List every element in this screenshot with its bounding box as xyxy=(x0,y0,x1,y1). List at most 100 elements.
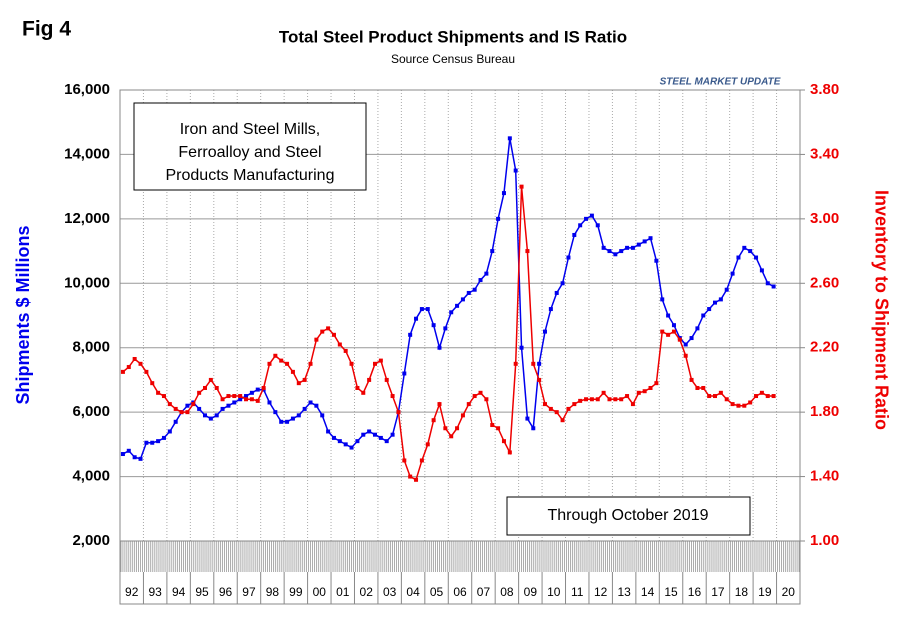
point-marker xyxy=(501,439,506,444)
point-marker xyxy=(220,397,225,402)
point-marker xyxy=(244,394,249,399)
point-marker xyxy=(548,307,553,312)
x-tick-label: 07 xyxy=(477,585,491,599)
point-marker xyxy=(537,361,542,366)
point-marker xyxy=(132,455,137,460)
point-marker xyxy=(513,168,518,173)
point-marker xyxy=(384,377,389,382)
y-tick-label: 4,000 xyxy=(72,468,110,485)
point-marker xyxy=(156,439,161,444)
point-marker xyxy=(607,397,612,402)
point-marker xyxy=(671,329,676,334)
x-tick-label: 12 xyxy=(594,585,608,599)
point-marker xyxy=(496,216,501,221)
point-marker xyxy=(525,249,530,254)
point-marker xyxy=(120,369,125,374)
point-marker xyxy=(619,397,624,402)
point-marker xyxy=(449,310,454,315)
y-axis-label: Shipments $ Millions xyxy=(13,225,33,404)
point-marker xyxy=(560,281,565,286)
point-marker xyxy=(695,326,700,331)
point-marker xyxy=(361,432,366,437)
x-tick-label: 10 xyxy=(547,585,561,599)
point-marker xyxy=(443,326,448,331)
point-marker xyxy=(613,397,618,402)
point-marker xyxy=(689,377,694,382)
point-marker xyxy=(267,400,272,405)
point-marker xyxy=(314,403,319,408)
point-marker xyxy=(244,397,249,402)
point-marker xyxy=(724,397,729,402)
point-marker xyxy=(326,326,331,331)
point-marker xyxy=(337,439,342,444)
point-marker xyxy=(718,390,723,395)
point-marker xyxy=(478,390,483,395)
x-tick-label: 03 xyxy=(383,585,397,599)
point-marker xyxy=(648,236,653,241)
point-marker xyxy=(402,458,407,463)
point-marker xyxy=(355,439,360,444)
point-marker xyxy=(331,435,336,440)
point-marker xyxy=(197,406,202,411)
point-marker xyxy=(273,410,278,415)
point-marker xyxy=(513,361,518,366)
point-marker xyxy=(484,271,489,276)
point-marker xyxy=(126,448,131,453)
x-tick-label: 05 xyxy=(430,585,444,599)
x-tick-label: 94 xyxy=(172,585,186,599)
point-marker xyxy=(478,278,483,283)
point-marker xyxy=(759,390,764,395)
point-marker xyxy=(460,413,465,418)
point-marker xyxy=(308,361,313,366)
point-marker xyxy=(754,255,759,260)
point-marker xyxy=(203,385,207,390)
x-tick-label: 19 xyxy=(758,585,772,599)
point-marker xyxy=(701,313,706,318)
x-tick-label: 17 xyxy=(711,585,725,599)
point-marker xyxy=(531,426,536,431)
point-marker xyxy=(279,358,284,363)
point-marker xyxy=(519,184,524,189)
y2-tick-label: 3.40 xyxy=(810,145,839,162)
point-marker xyxy=(378,435,383,440)
point-marker xyxy=(455,303,460,308)
point-marker xyxy=(584,397,589,402)
point-marker xyxy=(320,413,325,418)
point-marker xyxy=(519,345,524,350)
point-marker xyxy=(636,390,641,395)
point-marker xyxy=(742,245,747,250)
series-line xyxy=(122,186,774,481)
annotation-box xyxy=(133,102,367,191)
point-marker xyxy=(578,398,583,403)
x-tick-label: 20 xyxy=(782,585,796,599)
x-tick-label: 92 xyxy=(125,585,139,599)
annotation: Ferroalloy and Steel xyxy=(178,144,321,161)
point-marker xyxy=(419,458,424,463)
point-marker xyxy=(560,418,565,423)
point-marker xyxy=(238,397,243,402)
x-tick-label: 00 xyxy=(313,585,327,599)
figure-label: Fig 4 xyxy=(22,18,71,41)
point-marker xyxy=(226,394,231,399)
point-marker xyxy=(613,252,618,257)
point-marker xyxy=(355,385,360,390)
point-marker xyxy=(220,406,225,411)
point-marker xyxy=(730,402,735,407)
point-marker xyxy=(144,369,149,374)
x-tick-label: 11 xyxy=(571,585,584,599)
point-marker xyxy=(255,387,260,392)
y-tick-label: 2,000 xyxy=(72,532,110,549)
y2-tick-label: 3.00 xyxy=(810,210,839,227)
point-marker xyxy=(771,394,776,399)
point-marker xyxy=(548,406,553,411)
point-marker xyxy=(373,432,377,437)
x-tick-label: 15 xyxy=(664,585,678,599)
point-marker xyxy=(308,400,313,405)
x-tick-label: 14 xyxy=(641,585,655,599)
point-marker xyxy=(179,410,184,415)
point-marker xyxy=(302,406,307,411)
point-marker xyxy=(132,356,137,361)
point-marker xyxy=(373,361,377,366)
point-marker xyxy=(566,255,571,260)
